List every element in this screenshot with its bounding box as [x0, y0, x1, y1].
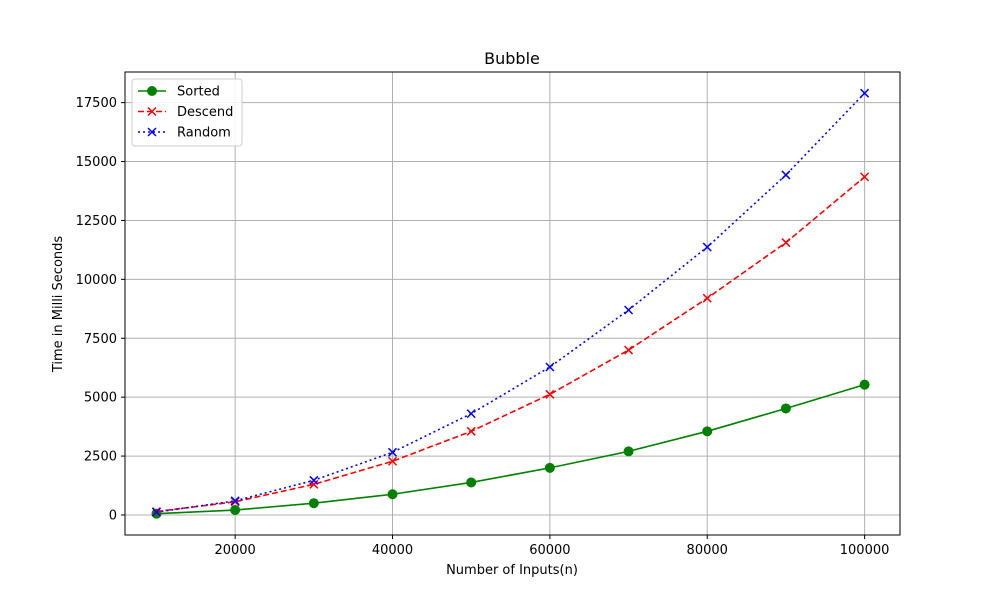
y-axis: 0 2500 5000 7500 10000 12500 15000 17500	[76, 96, 125, 523]
legend-marker-descend	[147, 106, 157, 117]
y-tick-label: 15000	[76, 155, 117, 170]
series-sorted	[151, 379, 870, 519]
data-point-random	[230, 496, 240, 506]
data-point-descend	[309, 479, 319, 489]
data-point-random	[387, 447, 398, 457]
data-point-descend	[624, 345, 634, 355]
data-point-sorted	[466, 477, 477, 488]
data-point-descend	[387, 456, 398, 466]
y-tick-label: 0	[109, 508, 117, 523]
x-tick-label: 80000	[687, 543, 728, 558]
legend-marker-sorted	[147, 86, 157, 96]
y-axis-label: Time in Milli Seconds	[51, 236, 66, 374]
x-axis-label: Number of Inputs(n)	[446, 563, 578, 578]
data-point-random	[702, 242, 712, 252]
y-tick-label: 7500	[84, 332, 117, 347]
y-tick-label: 12500	[76, 214, 117, 229]
grid-layer	[125, 72, 900, 535]
x-tick-label: 40000	[372, 543, 413, 558]
data-point-descend	[545, 389, 555, 399]
data-point-random	[151, 507, 162, 517]
x-tick-label: 20000	[214, 543, 255, 558]
x-tick-label: 60000	[529, 543, 570, 558]
series-line-descend	[156, 176, 866, 513]
legend-marker-random	[147, 127, 157, 137]
legend-label-random: Random	[177, 126, 231, 141]
data-point-sorted	[230, 505, 241, 516]
series-descend	[151, 172, 870, 517]
y-tick-label: 10000	[76, 273, 117, 288]
legend-label-sorted: Sorted	[177, 85, 220, 100]
plot-frame	[124, 71, 901, 536]
data-point-sorted	[702, 426, 713, 437]
series-line-sorted	[156, 383, 865, 515]
legend-item-descend: Descend	[138, 105, 233, 120]
chart-title: Bubble	[484, 49, 540, 68]
legend-item-sorted: Sorted	[138, 85, 220, 100]
data-point-random	[624, 305, 634, 315]
data-point-sorted	[623, 446, 634, 457]
series-line-random	[156, 92, 866, 513]
data-point-descend	[466, 426, 476, 436]
legend-label-descend: Descend	[177, 105, 233, 120]
data-point-descend	[781, 238, 791, 248]
data-point-descend	[860, 172, 870, 182]
data-point-random	[309, 475, 319, 485]
data-point-random	[466, 409, 476, 419]
data-point-sorted	[780, 403, 791, 414]
data-point-descend	[702, 293, 712, 303]
x-tick-label: 100000	[840, 543, 890, 558]
data-point-sorted	[859, 379, 870, 390]
x-axis: 20000 40000 60000 80000 100000	[214, 535, 889, 558]
data-point-sorted	[387, 489, 398, 500]
data-point-random	[545, 362, 555, 372]
y-tick-label: 2500	[84, 450, 117, 465]
data-point-random	[781, 170, 791, 180]
data-point-sorted	[544, 462, 555, 473]
y-tick-label: 5000	[84, 391, 117, 406]
legend-item-random: Random	[138, 126, 231, 141]
series-layer	[151, 88, 870, 519]
series-random	[151, 88, 870, 517]
y-tick-label: 17500	[76, 96, 117, 111]
legend-box	[131, 78, 243, 147]
data-point-sorted	[308, 498, 319, 509]
data-point-random	[860, 88, 870, 98]
legend: Sorted Descend Random	[131, 78, 243, 147]
